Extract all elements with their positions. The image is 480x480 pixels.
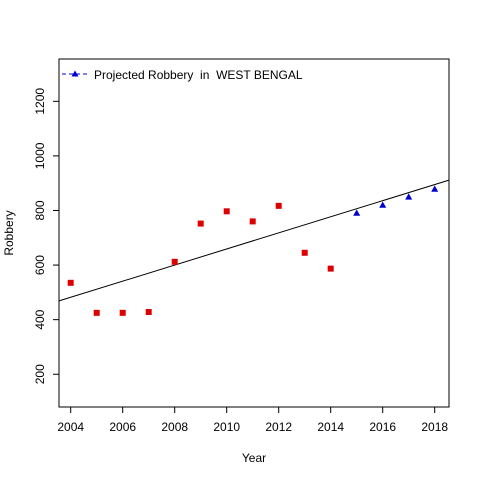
- y-tick-label: 200: [33, 364, 47, 384]
- x-tick-label: 2012: [265, 420, 292, 434]
- observed-point: [198, 221, 204, 227]
- observed-point: [120, 310, 126, 316]
- y-tick-label: 1000: [33, 142, 47, 169]
- projected-point: [431, 185, 438, 191]
- observed-point: [328, 266, 334, 272]
- trend-line: [59, 180, 449, 301]
- y-axis-label: Robbery: [2, 210, 16, 255]
- legend-label: Projected Robbery in WEST BENGAL: [94, 68, 303, 82]
- x-axis-label: Year: [242, 451, 266, 465]
- observed-point: [224, 208, 230, 214]
- x-tick-label: 2006: [109, 420, 136, 434]
- projected-point: [405, 193, 412, 199]
- legend: Projected Robbery in WEST BENGAL: [62, 68, 303, 82]
- projected-point: [379, 201, 386, 207]
- x-tick-label: 2008: [161, 420, 188, 434]
- observed-point: [302, 250, 308, 256]
- x-tick-label: 2010: [213, 420, 240, 434]
- observed-point: [146, 309, 152, 315]
- x-axis: 2004 2006 2008 2010 2012 2014 2016 2018: [57, 407, 448, 434]
- observed-point: [94, 310, 100, 316]
- y-tick-label: 800: [33, 200, 47, 220]
- observed-point: [276, 203, 282, 209]
- observed-point: [68, 280, 74, 286]
- y-axis: 200 400 600 800 1000 1200: [33, 88, 59, 385]
- y-tick-label: 400: [33, 309, 47, 329]
- y-tick-label: 600: [33, 255, 47, 275]
- y-tick-label: 1200: [33, 88, 47, 115]
- x-tick-label: 2018: [421, 420, 448, 434]
- projected-point: [353, 209, 360, 215]
- plot-frame: [59, 59, 449, 407]
- x-tick-label: 2016: [369, 420, 396, 434]
- data-points: [68, 185, 439, 315]
- x-tick-label: 2004: [57, 420, 84, 434]
- observed-point: [250, 218, 256, 224]
- trend-line-group: [59, 180, 449, 301]
- observed-point: [172, 259, 178, 265]
- x-tick-label: 2014: [317, 420, 344, 434]
